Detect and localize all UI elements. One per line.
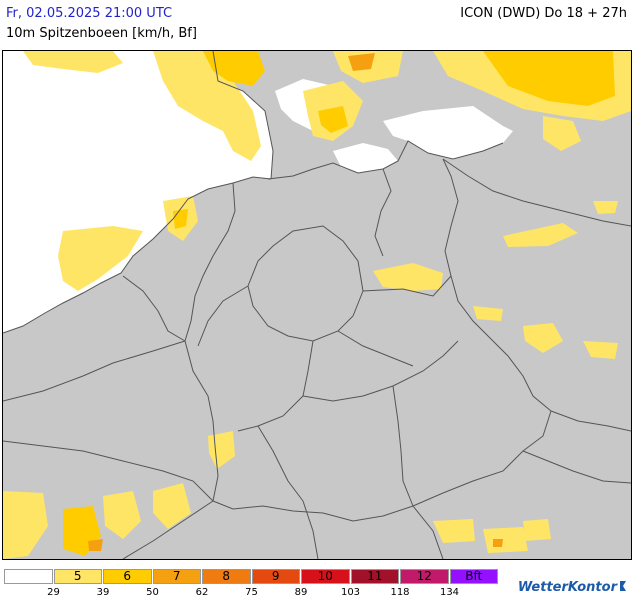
wetterkontor-logo: WetterKontor — [518, 580, 627, 595]
legend-tick: 39 — [96, 587, 110, 598]
brand-name: WetterKontor — [517, 580, 617, 595]
legend-bin: Bft — [449, 569, 498, 584]
legend-tick-labels: 29 39 50 62 75 89 103 118 134 — [4, 587, 504, 599]
legend-tick: 62 — [195, 587, 209, 598]
baltic-sea-west — [333, 143, 398, 173]
legend-tick: 103 — [340, 587, 361, 598]
legend-tick: 29 — [47, 587, 60, 598]
baltic-sea — [383, 106, 513, 159]
model-run-label: ICON (DWD) Do 18 + 27h — [460, 6, 627, 21]
legend-bin: 9 — [251, 569, 300, 584]
legend-tick: 75 — [245, 587, 258, 598]
forecast-datetime: Fr, 02.05.2025 21:00 UTC — [6, 6, 173, 21]
legend-tick: 118 — [390, 587, 410, 598]
legend-bin — [4, 569, 53, 584]
weather-map — [2, 50, 632, 560]
legend-tick: 89 — [294, 587, 308, 598]
legend-bin: 7 — [152, 569, 201, 584]
legend-bin: 5 — [53, 569, 102, 584]
legend-bin: 12 — [400, 569, 449, 584]
legend-tick: 134 — [439, 587, 460, 598]
legend-bin: 6 — [103, 569, 152, 584]
borders — [3, 51, 631, 559]
parameter-label: 10m Spitzenboeen [km/h, Bf] — [6, 26, 197, 41]
legend-bin: 8 — [202, 569, 251, 584]
legend-bin: 11 — [350, 569, 399, 584]
brand-mark-icon — [620, 581, 626, 591]
map-svg — [3, 51, 631, 559]
legend-tick: 50 — [146, 587, 159, 598]
legend-bin: 10 — [301, 569, 350, 584]
gust-areas — [3, 51, 631, 559]
